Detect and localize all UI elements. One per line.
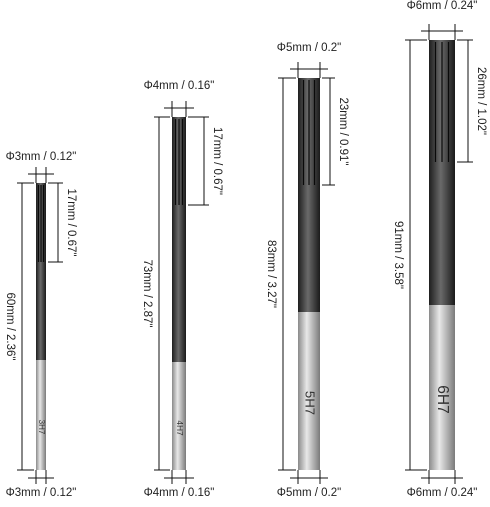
diameter-marker <box>164 101 194 117</box>
diameter-marker <box>290 470 328 484</box>
top-diameter: Φ5mm / 0.2" <box>277 42 341 54</box>
top-diameter: Φ3mm / 0.12" <box>6 151 77 163</box>
flute-dimension <box>322 77 335 186</box>
overall-length: 60mm / 2.36" <box>4 292 16 360</box>
flute-dimension <box>188 116 209 206</box>
shank-marking: 6H7 <box>434 385 451 414</box>
length-dimension <box>17 182 34 471</box>
tool-shank <box>298 312 320 470</box>
flute-dimension <box>48 182 63 263</box>
tool-shank <box>429 305 455 470</box>
diameter-marker <box>421 24 463 40</box>
diameter-marker <box>421 470 463 484</box>
overall-length: 73mm / 2.87" <box>141 259 153 327</box>
shank-marking: 4H7 <box>175 420 185 436</box>
bottom-diameter: Φ6mm / 0.24" <box>407 487 478 499</box>
bottom-diameter: Φ5mm / 0.2" <box>277 487 341 499</box>
tool-body <box>36 183 46 360</box>
bottom-diameter: Φ3mm / 0.12" <box>6 487 77 499</box>
diameter-marker <box>28 167 54 183</box>
diameter-marker <box>28 470 54 484</box>
flute-length: 17mm / 0.67" <box>211 127 223 195</box>
length-dimension <box>405 39 427 471</box>
flute-length: 26mm / 1.02" <box>475 67 487 135</box>
diameter-marker <box>164 470 194 484</box>
diameter-marker <box>290 62 328 78</box>
top-diameter: Φ6mm / 0.24" <box>407 0 478 12</box>
overall-length: 91mm / 3.58" <box>392 221 404 289</box>
top-diameter: Φ4mm / 0.16" <box>144 80 215 92</box>
tool-shank <box>36 360 46 470</box>
tool-shank <box>172 362 186 470</box>
flute-dimension <box>457 39 473 163</box>
shank-marking: 3H7 <box>37 420 46 435</box>
length-dimension <box>278 77 296 471</box>
flute-length: 23mm / 0.91" <box>337 97 349 165</box>
shank-marking: 5H7 <box>303 391 318 415</box>
overall-length: 83mm / 3.27" <box>265 240 277 308</box>
length-dimension <box>154 116 170 471</box>
flute-length: 17mm / 0.67" <box>65 188 77 256</box>
bottom-diameter: Φ4mm / 0.16" <box>144 487 215 499</box>
